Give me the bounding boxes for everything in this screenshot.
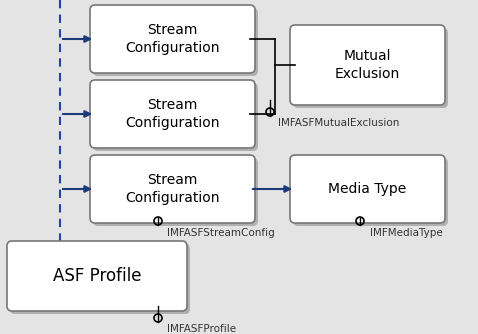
FancyBboxPatch shape xyxy=(93,8,258,76)
Text: Mutual
Exclusion: Mutual Exclusion xyxy=(335,49,400,81)
Text: Stream
Configuration: Stream Configuration xyxy=(125,173,220,205)
FancyBboxPatch shape xyxy=(90,5,255,73)
Text: Stream
Configuration: Stream Configuration xyxy=(125,23,220,55)
FancyBboxPatch shape xyxy=(93,158,258,226)
Text: Stream
Configuration: Stream Configuration xyxy=(125,98,220,130)
FancyBboxPatch shape xyxy=(7,241,187,311)
Text: Media Type: Media Type xyxy=(328,182,407,196)
FancyBboxPatch shape xyxy=(290,155,445,223)
Text: ASF Profile: ASF Profile xyxy=(53,267,141,285)
FancyBboxPatch shape xyxy=(90,80,255,148)
Text: IMFASFProfile: IMFASFProfile xyxy=(167,324,236,334)
FancyBboxPatch shape xyxy=(10,244,190,314)
FancyBboxPatch shape xyxy=(290,25,445,105)
Text: IMFMediaType: IMFMediaType xyxy=(370,228,443,238)
FancyBboxPatch shape xyxy=(90,155,255,223)
Text: IMFASFMutualExclusion: IMFASFMutualExclusion xyxy=(278,118,400,128)
FancyBboxPatch shape xyxy=(93,83,258,151)
FancyBboxPatch shape xyxy=(293,28,448,108)
FancyBboxPatch shape xyxy=(293,158,448,226)
Text: IMFASFStreamConfig: IMFASFStreamConfig xyxy=(167,228,275,238)
